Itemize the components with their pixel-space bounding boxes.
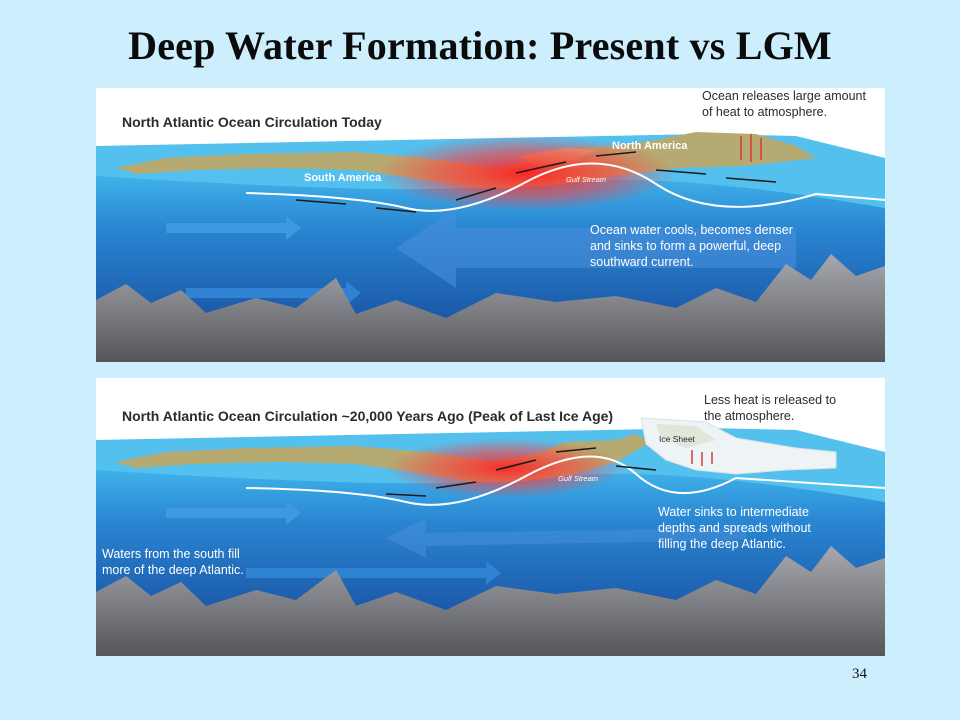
lgm-sink-note-line-1: Water sinks to intermediate: [658, 505, 809, 519]
panel-lgm-title: North Atlantic Ocean Circulation ~20,000…: [122, 408, 614, 424]
warm-water-glow: [376, 135, 676, 211]
lgm-illustration: [96, 378, 885, 656]
sink-note-line-3: southward current.: [590, 255, 694, 269]
shallow-arrow-2: [186, 281, 361, 305]
sink-note: Ocean water cools, becomes denser and si…: [590, 222, 793, 270]
land-americas: [116, 132, 816, 188]
lgm-sink-note-line-3: filling the deep Atlantic.: [658, 537, 786, 551]
heat-note-line-2: of heat to atmosphere.: [702, 105, 828, 119]
sink-note-line-2: and sinks to form a powerful, deep: [590, 239, 782, 253]
lgm-south-note-line-2: more of the deep Atlantic.: [102, 563, 244, 577]
lgm-heat-release-arrows: [691, 450, 713, 466]
coastline-line: [245, 162, 885, 212]
lgm-shallow-arrow-1: [166, 501, 301, 525]
lgm-sink-note-line-2: depths and spreads without: [658, 521, 811, 535]
gulf-stream-arrows: [295, 151, 777, 213]
label-gulf-stream: Gulf Stream: [566, 175, 607, 184]
label-south-america: South America: [304, 172, 382, 184]
deep-southward-current-arrow: [396, 208, 796, 288]
label-north-america: North America: [612, 140, 688, 152]
lgm-coastline-line: [245, 455, 885, 506]
lgm-seafloor: [96, 546, 885, 656]
lgm-deep-northward-arrow: [246, 561, 501, 585]
lgm-sink-note: Water sinks to intermediate depths and s…: [658, 504, 811, 552]
lgm-south-note: Waters from the south fill more of the d…: [102, 546, 244, 578]
heat-release-arrows: [740, 134, 762, 162]
panel-circulation-today: North Atlantic Ocean Circulation Today S…: [96, 88, 885, 362]
shallow-arrow-1: [166, 216, 301, 240]
label-ice-sheet: Ice Sheet: [659, 434, 695, 444]
page-number: 34: [852, 666, 867, 682]
heat-note-line-1: Ocean releases large amount: [702, 89, 866, 103]
sink-note-line-1: Ocean water cools, becomes denser: [590, 223, 793, 237]
lgm-intermediate-current-arrow: [386, 518, 746, 558]
seafloor: [96, 254, 885, 362]
lgm-heat-note-line-1: Less heat is released to: [704, 393, 837, 407]
panel-circulation-lgm: North Atlantic Ocean Circulation ~20,000…: [96, 378, 885, 656]
today-illustration: [96, 88, 885, 362]
ice-sheet-shadow: [656, 424, 716, 448]
lgm-heat-note: Less heat is released to the atmosphere.: [704, 392, 836, 424]
lgm-label-gulf-stream: Gulf Stream: [558, 474, 599, 483]
slide-title: Deep Water Formation: Present vs LGM: [128, 23, 832, 68]
lgm-gulf-stream-arrows: [385, 447, 657, 497]
lgm-heat-note-line-2: the atmosphere.: [704, 409, 795, 423]
lgm-south-note-line-1: Waters from the south fill: [102, 547, 240, 561]
heat-note: Ocean releases large amount of heat to a…: [702, 88, 866, 120]
panel-today-title: North Atlantic Ocean Circulation Today: [122, 114, 382, 130]
